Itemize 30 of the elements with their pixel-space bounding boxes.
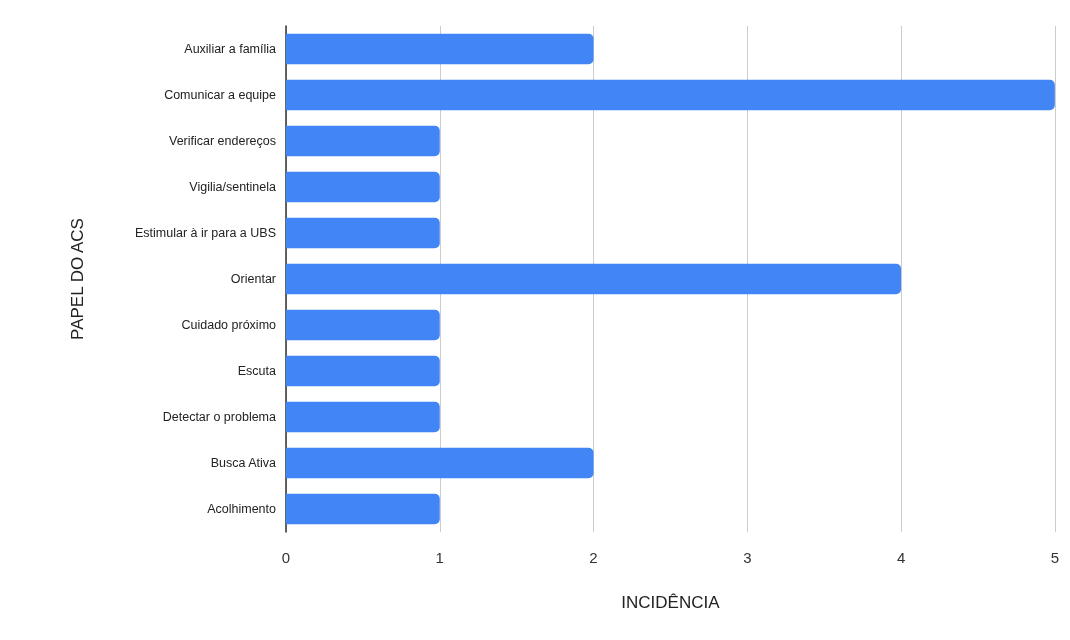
bar [286, 33, 594, 65]
x-tick-label: 5 [1050, 549, 1059, 566]
x-tick-label: 1 [435, 549, 444, 566]
x-tick-label: 0 [281, 549, 291, 566]
bar [286, 447, 594, 479]
y-tick-label: Verificar endereços [168, 134, 276, 148]
x-tick-label: 4 [896, 549, 906, 566]
y-tick-label: Vigilia/sentinela [189, 180, 277, 194]
bar [286, 125, 440, 157]
y-tick-label: Auxiliar a família [184, 42, 277, 56]
bar [286, 79, 1055, 111]
x-tick-label: 2 [589, 549, 598, 566]
y-axis-title: PAPEL DO ACS [68, 218, 87, 340]
bar [286, 493, 440, 525]
y-tick-label: Cuidado próximo [181, 318, 277, 332]
bar [286, 309, 440, 341]
y-tick-label: Escuta [237, 364, 277, 378]
bar [286, 171, 440, 203]
bar [286, 217, 440, 249]
y-tick-label: Busca Ativa [210, 456, 277, 470]
y-tick-label: Orientar [230, 272, 276, 286]
y-tick-label: Detectar o problema [162, 410, 277, 424]
x-axis-title: INCIDÊNCIA [621, 593, 721, 612]
bar [286, 263, 902, 295]
y-tick-label: Estimular à ir para a UBS [134, 226, 276, 240]
x-tick-label: 3 [743, 549, 752, 566]
bar [286, 355, 440, 387]
y-tick-label: Comunicar a equipe [164, 88, 277, 102]
y-tick-label: Acolhimento [207, 502, 277, 516]
bar [286, 401, 440, 433]
